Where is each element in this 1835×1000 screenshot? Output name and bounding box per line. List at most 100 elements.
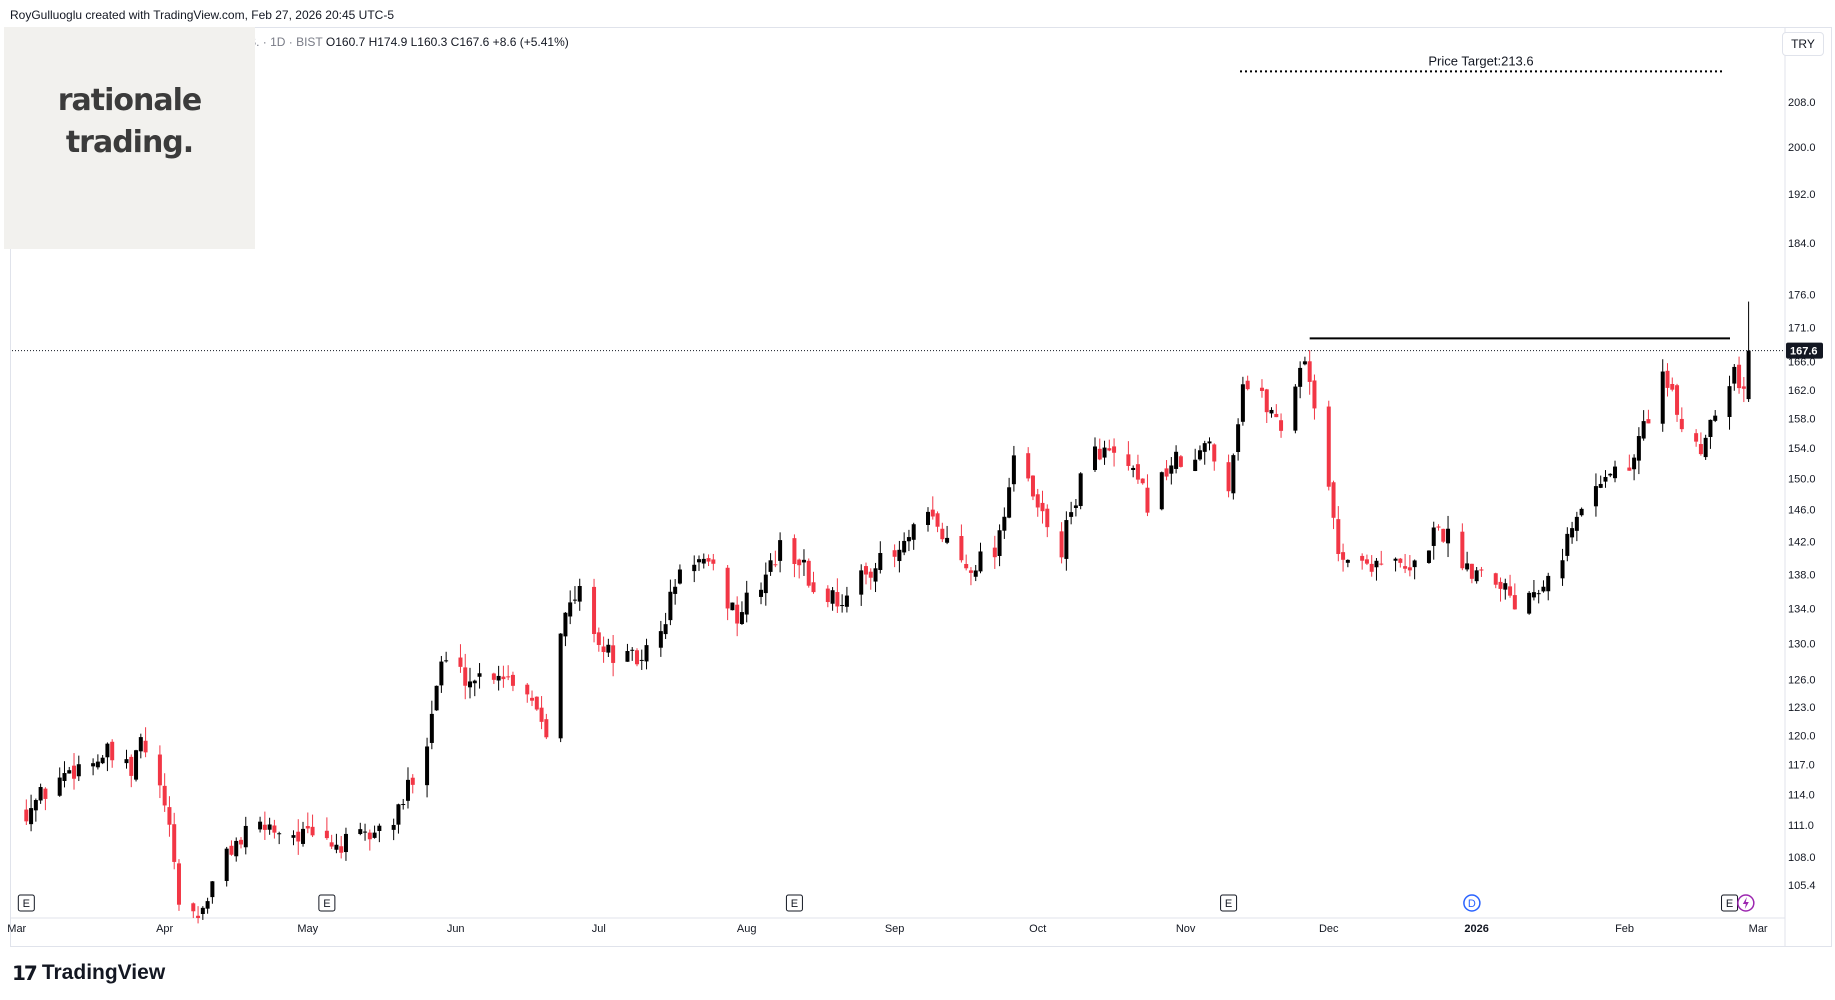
candle-body: [1078, 473, 1083, 507]
candle: [105, 742, 110, 772]
candle: [1078, 472, 1083, 510]
dividend-marker: D: [1463, 894, 1481, 912]
candle: [801, 549, 806, 576]
candle: [429, 700, 434, 750]
candle: [926, 507, 931, 532]
candle-body: [725, 567, 730, 609]
candle: [1059, 522, 1064, 564]
candle-body: [525, 684, 530, 695]
candle-body: [1336, 519, 1341, 554]
candle-body: [1636, 436, 1641, 461]
candle: [697, 555, 702, 571]
candle-body: [1426, 550, 1431, 563]
candle-body: [973, 570, 978, 577]
candle: [1092, 437, 1097, 472]
candle-body: [38, 787, 43, 801]
candle-body: [1231, 455, 1236, 494]
candle-body: [439, 661, 444, 686]
price-tick-label: 208.0: [1788, 97, 1816, 109]
time-tick-label: May: [297, 923, 318, 935]
candle: [258, 816, 263, 833]
candle: [577, 578, 582, 611]
candle: [797, 558, 802, 579]
time-tick-label: Mar: [1749, 923, 1768, 935]
candle-body: [577, 586, 582, 602]
candle-body: [1512, 595, 1517, 610]
last-candle-body: [1746, 350, 1751, 400]
candle-body: [1603, 476, 1608, 482]
candle-body: [234, 840, 239, 857]
candle: [1298, 361, 1303, 399]
price-tick-label: 192.0: [1788, 189, 1816, 201]
candle-body: [1007, 487, 1012, 518]
candle: [444, 651, 449, 663]
candle: [773, 550, 778, 568]
candle-body: [363, 831, 368, 833]
candle: [863, 562, 868, 585]
candle: [1302, 356, 1307, 366]
candle: [1007, 477, 1012, 519]
candle-body: [324, 830, 329, 839]
price-tick-label: 176.0: [1788, 289, 1816, 301]
candle-body: [1398, 558, 1403, 563]
candle: [157, 745, 162, 799]
candle-body: [1202, 443, 1207, 452]
candle-body: [1169, 465, 1174, 474]
candle-body: [1045, 508, 1050, 528]
candle: [162, 773, 167, 812]
time-tick-label: Oct: [1029, 923, 1046, 935]
candle: [243, 816, 248, 855]
candle: [1212, 443, 1217, 471]
candle-body: [1011, 455, 1016, 485]
price-tick-label: 111.0: [1788, 820, 1814, 832]
candle: [1026, 447, 1031, 482]
candle: [196, 906, 201, 924]
candle-body: [1393, 558, 1398, 561]
candle: [1598, 475, 1603, 489]
candle: [143, 727, 148, 758]
candle: [1703, 434, 1708, 460]
candle: [1632, 454, 1637, 481]
candle-body: [110, 741, 115, 761]
candle-body: [1474, 570, 1479, 582]
candle-body: [1197, 450, 1202, 460]
currency-button[interactable]: TRY: [1782, 32, 1824, 56]
candle-body: [1527, 592, 1532, 614]
tradingview-footer-logo[interactable]: 𝟭𝟳 TradingView: [12, 960, 165, 986]
candle: [906, 529, 911, 552]
candle: [1073, 498, 1078, 517]
candle: [1279, 413, 1284, 438]
candle-body: [1164, 468, 1169, 477]
candle-body: [1708, 419, 1713, 438]
candle: [339, 835, 344, 859]
candle-body: [1092, 446, 1097, 471]
candle-body: [105, 743, 110, 758]
candle: [262, 811, 267, 840]
candle-body: [773, 564, 778, 566]
price-tick-label: 138.0: [1788, 569, 1816, 581]
candle-body: [1073, 505, 1078, 508]
candle-body: [1307, 361, 1312, 382]
earnings-marker-box: [1220, 894, 1238, 912]
candle: [1345, 559, 1350, 568]
candle-body: [978, 551, 983, 572]
candle-body: [62, 773, 67, 781]
candle-body: [639, 659, 644, 661]
candle-body: [759, 589, 764, 597]
candle: [859, 564, 864, 606]
candle: [978, 542, 983, 574]
candle: [935, 511, 940, 533]
candle-body: [1226, 462, 1231, 492]
candle: [568, 590, 573, 625]
price-tick-label: 108.0: [1788, 852, 1816, 864]
candle: [272, 819, 277, 839]
candle-body: [1274, 413, 1279, 418]
candle: [1627, 454, 1632, 471]
candles-group: [24, 301, 1751, 924]
candle-body: [840, 605, 845, 607]
candle: [1169, 457, 1174, 485]
candle: [1307, 350, 1312, 395]
candle-body: [563, 612, 568, 637]
candle: [711, 553, 716, 571]
